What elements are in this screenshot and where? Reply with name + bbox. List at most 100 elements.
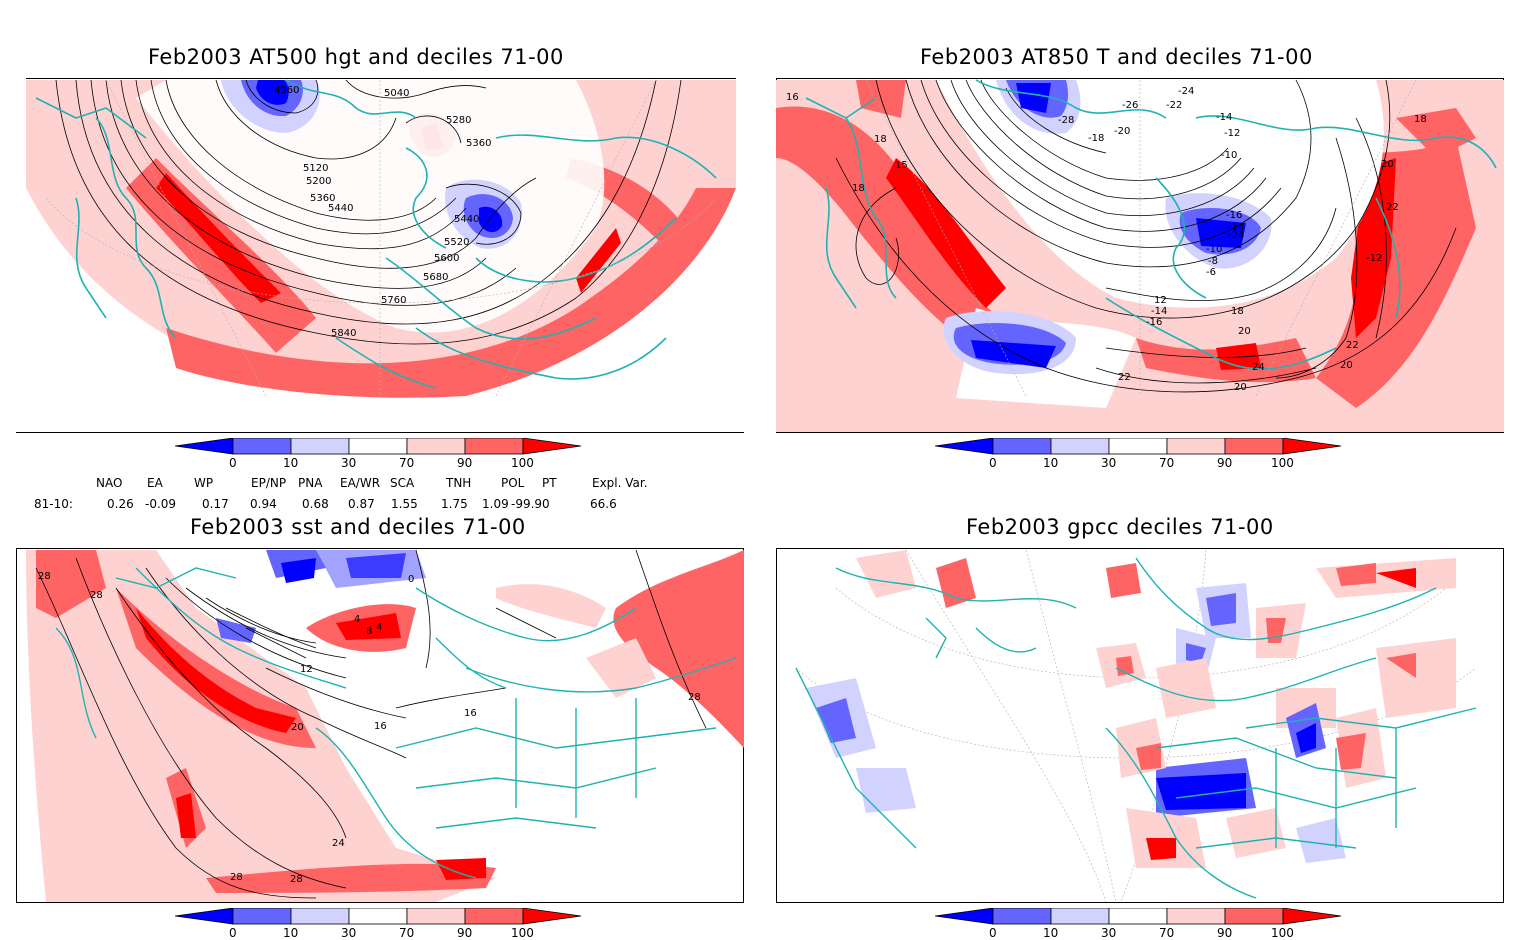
colorbar-label: 0 (989, 456, 997, 470)
index-value: 0.17 (202, 497, 229, 511)
contour-label: -28 (1058, 115, 1074, 126)
index-header-pol: POL (501, 476, 525, 490)
contour-label: -12 (1366, 253, 1382, 264)
index-value: -99.90 (511, 497, 550, 511)
contour-label: 15 (895, 160, 908, 171)
map-panel-sst: 28 28 0 4 8 4 12 20 16 16 24 28 28 28 (16, 548, 744, 903)
index-header-eawr: EA/WR (340, 476, 381, 490)
index-value: 0.68 (302, 497, 329, 511)
contour-label: 18 (1414, 114, 1427, 125)
contour-label: 12 (300, 664, 313, 675)
index-header-pt: PT (542, 476, 557, 490)
index-header-tnh: TNH (446, 476, 472, 490)
contour-label: 12 (1154, 295, 1167, 306)
contour-label: 20 (291, 722, 304, 733)
contour-label: -26 (1122, 100, 1138, 111)
colorbar-label: 0 (989, 926, 997, 940)
index-value: 1.55 (391, 497, 418, 511)
colorbar-500hgt: 0 10 30 70 90 100 (175, 438, 582, 470)
contour-label: -8 (1208, 256, 1218, 267)
index-value: -0.09 (145, 497, 177, 511)
contour-label: 4 (354, 614, 360, 625)
contour-label: -18 (1088, 133, 1104, 144)
index-header-nao: NAO (96, 476, 123, 490)
index-header-epnp: EP/NP (251, 476, 287, 490)
colorbar-label: 70 (1159, 926, 1174, 940)
contour-label: 18 (852, 183, 865, 194)
contour-label: -10 (1206, 244, 1222, 255)
contour-label: 18 (1231, 306, 1244, 317)
map-panel-850t: 16 18 -28 -24 -22 -26 -18 -20 -14 -12 -1… (776, 78, 1504, 433)
index-header-sca: SCA (390, 476, 415, 490)
index-header-explvar: Expl. Var. (592, 476, 648, 490)
colorbar-label: 30 (1101, 926, 1116, 940)
colorbar-gpcc: 0 10 30 70 90 100 (935, 908, 1342, 940)
colorbar-label: 100 (1271, 926, 1294, 940)
sst-contours (35, 549, 707, 899)
contour-label: -24 (1228, 230, 1244, 241)
colorbar-label: 30 (1101, 456, 1116, 470)
contour-label: -14 (1228, 222, 1244, 233)
contour-label: 24 (332, 838, 345, 849)
coastlines (805, 79, 1497, 370)
contour-label: 28 (290, 874, 303, 885)
colorbar-label: 0 (229, 926, 237, 940)
contour-labels: 28 28 0 4 8 4 12 20 16 16 24 28 28 28 (38, 571, 701, 885)
contour-label: 5840 (331, 328, 356, 339)
index-value: 0.94 (250, 497, 277, 511)
colorbar-label: 30 (341, 926, 356, 940)
colorbar-label: 90 (457, 456, 472, 470)
contour-label: 5760 (381, 295, 406, 306)
contour-label: -6 (1206, 267, 1216, 278)
contour-label: 8 (366, 626, 372, 637)
decile-high-band-south (166, 188, 736, 398)
contour-label: 28 (90, 590, 103, 601)
contour-label: 16 (374, 721, 387, 732)
contour-label: 5200 (306, 176, 331, 187)
contour-label: 28 (38, 571, 51, 582)
contour-label: 5360 (466, 138, 491, 149)
colorbar-label: 100 (1271, 456, 1294, 470)
index-value: 1.09 (482, 497, 509, 511)
contour-label: 4 (376, 622, 382, 633)
precip-deciles (806, 550, 1456, 868)
contour-label: 20 (1381, 159, 1394, 170)
contour-label: -16 (1146, 317, 1162, 328)
panel-title-gpcc: Feb2003 gpcc deciles 71-00 (966, 515, 1274, 539)
contour-label: 20 (1234, 382, 1247, 393)
colorbar-label: 10 (1043, 926, 1058, 940)
contour-label: 24 (1252, 362, 1265, 373)
colorbar-label: 100 (511, 926, 534, 940)
colorbar-label: 100 (511, 456, 534, 470)
map-panel-gpcc (776, 548, 1504, 903)
coastlines (35, 79, 717, 389)
contour-label: 16 (786, 92, 799, 103)
contour-label: 22 (1118, 372, 1131, 383)
contour-label: -12 (1224, 128, 1240, 139)
panel-title-sst: Feb2003 sst and deciles 71-00 (190, 515, 526, 539)
coastlines (795, 557, 1477, 899)
graticule (45, 79, 717, 397)
contour-label: 5440 (328, 203, 353, 214)
colorbar-label: 90 (457, 926, 472, 940)
decile-high-indian (613, 550, 744, 748)
contour-labels: 16 18 -28 -24 -22 -26 -18 -20 -14 -12 -1… (786, 86, 1427, 393)
contour-label: 20 (1238, 326, 1251, 337)
colorbar-label: 0 (229, 456, 237, 470)
colorbar-label: 90 (1217, 926, 1232, 940)
contour-label: 28 (230, 872, 243, 883)
contour-label: -16 (1226, 210, 1242, 221)
decile-high-pacific (116, 588, 316, 748)
index-header-pna: PNA (298, 476, 323, 490)
contour-label: 16 (464, 708, 477, 719)
colorbar-label: 10 (1043, 456, 1058, 470)
contour-label: 5120 (303, 163, 328, 174)
contour-labels: 4960 5040 5280 5360 5120 5200 5360 5440 … (274, 85, 491, 339)
contour-label: 18 (874, 134, 887, 145)
contour-label: 22 (1386, 202, 1399, 213)
contour-label: 5520 (444, 237, 469, 248)
index-value: 1.75 (441, 497, 468, 511)
contour-label: 5440 (454, 214, 479, 225)
contour-label: 22 (1346, 340, 1359, 351)
panel-title-500hgt: Feb2003 AT500 hgt and deciles 71-00 (148, 45, 564, 69)
